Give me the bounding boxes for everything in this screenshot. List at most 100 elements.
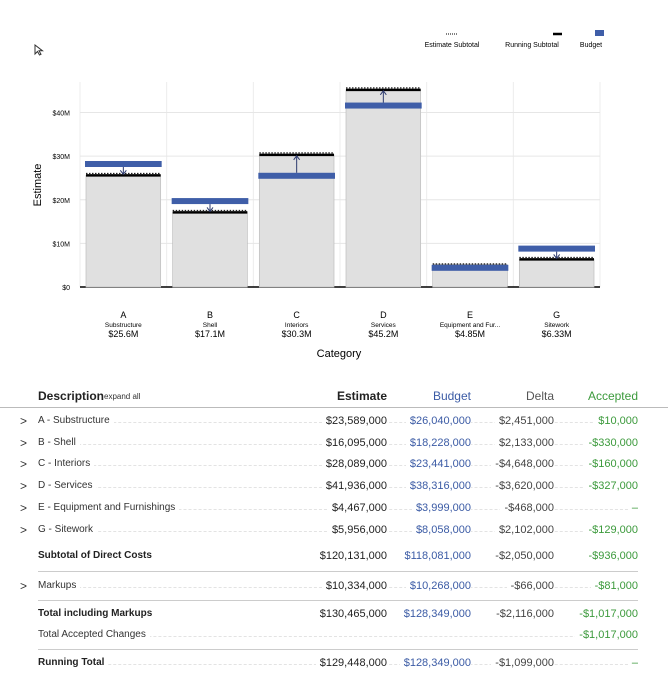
- expand-all-link[interactable]: expand all: [104, 392, 141, 401]
- markups-row[interactable]: > Markups $10,334,000 $10,268,000 -$66,000 -$…: [0, 576, 668, 598]
- x-tick-letter: G: [553, 310, 560, 320]
- cell-budget: $38,316,000: [405, 480, 471, 493]
- x-tick-name: Substructure: [105, 322, 142, 329]
- cell-delta: -$1,099,000: [491, 657, 554, 669]
- delta-arrowhead-a: [119, 170, 127, 176]
- bar-a: [85, 174, 162, 288]
- cell-accepted: -$160,000: [584, 458, 638, 471]
- y-axis-label: Estimate: [32, 164, 44, 207]
- y-tick-label: $20M: [52, 198, 70, 205]
- header-delta: Delta: [525, 389, 554, 403]
- cell-accepted: $10,000: [594, 415, 638, 427]
- x-tick-value: $17.1M: [195, 329, 225, 339]
- row-description: G - Sitework: [38, 523, 98, 535]
- table-row[interactable]: > C - Interiors $28,089,000 $23,441,000 -$4,…: [0, 454, 668, 476]
- delta-arrowhead-d: [379, 90, 387, 96]
- cell-accepted: -$1,017,000: [575, 629, 638, 641]
- legend-estimate-subtotal: Estimate Subtotal: [425, 42, 480, 49]
- cell-estimate: $130,465,000: [315, 608, 387, 620]
- table-header: Description expand all Estimate Budget D…: [0, 383, 668, 408]
- row-description: Running Total: [38, 657, 109, 668]
- chevron-right-icon[interactable]: >: [20, 435, 28, 450]
- total-row: Total including Markups $130,465,000 $128,…: [0, 604, 668, 626]
- delta-arrowhead-b: [206, 207, 214, 213]
- budget-bar-d: [345, 102, 422, 109]
- delta-arrowhead-g: [553, 254, 561, 260]
- x-tick-value: $30.3M: [282, 329, 312, 339]
- chart-grid: [79, 82, 601, 288]
- chevron-right-icon[interactable]: >: [20, 522, 28, 537]
- budget-bar-a: [85, 161, 162, 167]
- header-accepted: Accepted: [587, 389, 638, 403]
- y-tick-label: $30M: [52, 154, 70, 161]
- cell-budget: $128,349,000: [399, 657, 471, 669]
- row-description: Total Accepted Changes: [38, 629, 150, 640]
- cell-estimate: $10,334,000: [321, 580, 387, 592]
- cell-estimate: $4,467,000: [327, 501, 387, 514]
- cell-delta: -$4,648,000: [491, 458, 554, 471]
- legend-budget: Budget: [580, 42, 602, 49]
- y-tick-labels: $0 $10M $20M $30M $40M: [52, 111, 70, 292]
- chevron-right-icon[interactable]: >: [20, 414, 28, 428]
- table-row[interactable]: > E - Equipment and Furnishings $4,467,000…: [0, 498, 668, 520]
- table-row[interactable]: > A - Substructure $23,589,000 $26,040,000 $…: [0, 411, 668, 433]
- chevron-right-icon[interactable]: >: [20, 479, 28, 494]
- x-tick-letter: A: [120, 310, 126, 320]
- chart-bars: [85, 87, 595, 288]
- cell-accepted: -$330,000: [584, 436, 638, 449]
- cell-accepted: -$129,000: [584, 523, 638, 536]
- cell-estimate: $41,936,000: [321, 480, 387, 493]
- cell-estimate: $120,131,000: [315, 550, 387, 562]
- chevron-right-icon[interactable]: >: [20, 500, 28, 515]
- chart-legend: Estimate Subtotal Running Subtotal Budget: [425, 30, 604, 49]
- cell-delta: -$3,620,000: [491, 480, 554, 493]
- table-row[interactable]: > B - Shell $16,095,000 $18,228,000 $2,133,0…: [0, 433, 668, 455]
- table-row[interactable]: > G - Sitework $5,956,000 $8,058,000 $2,102,…: [0, 520, 668, 542]
- cell-estimate: $23,589,000: [321, 415, 387, 427]
- x-tick-value: $25.6M: [108, 329, 138, 339]
- cell-delta: -$2,116,000: [492, 608, 554, 620]
- row-description: C - Interiors: [38, 458, 95, 470]
- budget-bar-e: [431, 264, 509, 271]
- x-tick-value: $4.85M: [455, 329, 485, 339]
- x-tick-labels: A Substructure$25.6M B Shell$17.1M C Interior…: [105, 310, 572, 339]
- cell-estimate: $16,095,000: [321, 436, 387, 449]
- cell-accepted: –: [627, 657, 638, 669]
- row-divider: [38, 571, 638, 572]
- chevron-right-icon[interactable]: >: [20, 579, 28, 593]
- cell-accepted: -$327,000: [584, 480, 638, 493]
- running-total-row: Running Total $129,448,000 $128,349,000 -$1…: [0, 653, 668, 675]
- x-tick-name: Sitework: [544, 322, 570, 329]
- y-tick-label: $10M: [52, 241, 70, 248]
- cell-budget: $26,040,000: [405, 415, 471, 427]
- bar-g: [518, 259, 595, 288]
- subtotal-row: Subtotal of Direct Costs $120,131,000 $118…: [0, 546, 668, 568]
- x-tick-name: Equipment and Fur...: [440, 322, 501, 329]
- cell-accepted: -$1,017,000: [575, 608, 638, 620]
- row-description: B - Shell: [38, 436, 80, 448]
- cell-delta: $2,133,000: [494, 436, 554, 449]
- row-divider: [38, 600, 638, 601]
- cell-estimate: $129,448,000: [315, 657, 387, 669]
- row-description: Total including Markups: [38, 608, 157, 619]
- header-budget: Budget: [432, 389, 471, 403]
- x-tick-value: $6.33M: [542, 329, 572, 339]
- table-row[interactable]: > D - Services $41,936,000 $38,316,000 -$3,6…: [0, 476, 668, 498]
- bar-b: [172, 212, 248, 288]
- row-description: A - Substructure: [38, 415, 114, 426]
- x-tick-letter: C: [293, 310, 300, 320]
- header-description: Description: [38, 389, 105, 403]
- cell-delta: -$468,000: [500, 501, 554, 514]
- cell-delta: -$66,000: [506, 580, 554, 592]
- x-tick-name: Shell: [203, 322, 218, 329]
- legend-running-subtotal: Running Subtotal: [505, 42, 559, 49]
- accepted-changes-row: Total Accepted Changes -$1,017,000: [0, 625, 668, 647]
- x-tick-letter: D: [380, 310, 387, 320]
- legend-budget-swatch: [595, 30, 604, 36]
- chevron-right-icon[interactable]: >: [20, 457, 28, 472]
- row-leader: [38, 636, 638, 637]
- cell-budget: $18,228,000: [405, 436, 471, 449]
- cell-delta: $2,102,000: [494, 523, 554, 536]
- cell-accepted: –: [627, 501, 638, 514]
- x-tick-name: Services: [371, 322, 397, 329]
